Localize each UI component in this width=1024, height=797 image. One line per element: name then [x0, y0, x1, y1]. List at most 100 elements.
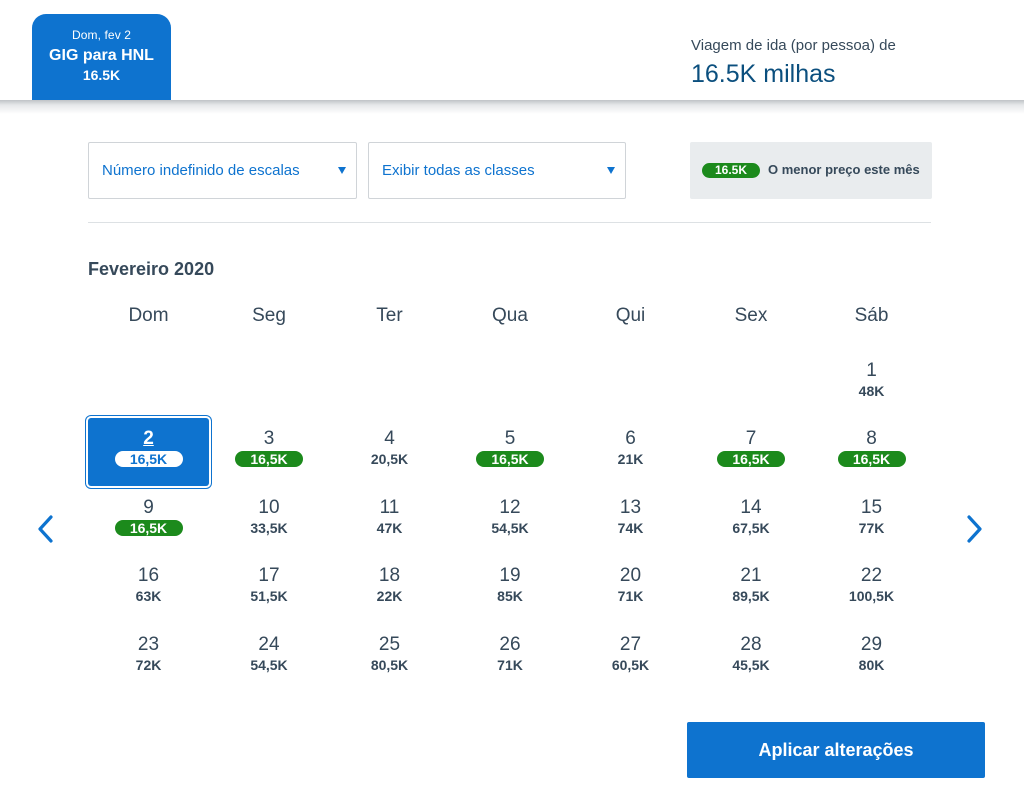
- day-price: 33,5K: [250, 520, 288, 536]
- calendar-day[interactable]: 5 16,5K: [450, 418, 571, 486]
- weekday-label: Qua: [492, 305, 528, 326]
- day-number: 6: [625, 428, 636, 449]
- calendar-day[interactable]: 14 67,5K: [691, 487, 812, 555]
- calendar-day[interactable]: 17 51,5K: [209, 555, 330, 623]
- weekday-label: Seg: [252, 305, 286, 326]
- day-price: 60,5K: [611, 657, 650, 673]
- day-number: 16: [137, 565, 160, 586]
- calendar-day[interactable]: 11 47K: [329, 487, 450, 555]
- day-number: 5: [504, 428, 516, 449]
- fare-value: 16.5K milhas: [691, 60, 836, 88]
- day-price: 72K: [135, 657, 162, 673]
- day-number: 20: [619, 565, 642, 586]
- month-title: Fevereiro 2020: [88, 259, 215, 279]
- header-shadow: [0, 100, 1024, 114]
- weekday-label: Ter: [376, 305, 403, 326]
- day-price: 63K: [135, 588, 162, 604]
- calendar-day[interactable]: 4 20,5K: [329, 418, 450, 486]
- calendar-day[interactable]: 19 85K: [450, 555, 571, 623]
- calendar-day[interactable]: 10 33,5K: [209, 487, 330, 555]
- day-number: 13: [619, 497, 642, 518]
- trip-price: 16.5K: [82, 67, 121, 83]
- day-price-lowest-badge: 16,5K: [837, 451, 906, 467]
- calendar-day[interactable]: 26 71K: [450, 624, 571, 692]
- day-price-lowest-badge: 16,5K: [114, 451, 183, 467]
- chevron-left-icon[interactable]: [35, 513, 57, 545]
- day-number: 7: [745, 428, 757, 449]
- day-number: 25: [378, 634, 401, 655]
- trip-date: Dom, fev 2: [71, 28, 132, 42]
- calendar-day[interactable]: 6 21K: [570, 418, 691, 486]
- calendar-day[interactable]: 1 48K: [811, 350, 932, 418]
- day-number: 3: [263, 428, 275, 449]
- day-price-lowest-badge: 16,5K: [717, 451, 785, 467]
- calendar-day[interactable]: 18 22K: [329, 555, 450, 623]
- day-price: 67,5K: [732, 520, 770, 536]
- caret-down-icon: [338, 167, 346, 174]
- day-price: 77K: [858, 520, 885, 536]
- calendar-day[interactable]: 9 16,5K: [88, 487, 209, 555]
- day-number: 11: [379, 497, 400, 518]
- day-price: 74K: [617, 520, 644, 536]
- calendar-day[interactable]: 8 16,5K: [811, 418, 932, 486]
- calendar-day[interactable]: 12 54,5K: [450, 487, 571, 555]
- day-number: 1: [866, 360, 877, 381]
- day-price-lowest-badge: 16,5K: [476, 451, 544, 467]
- day-price: 85K: [497, 588, 523, 604]
- caret-down-icon: [607, 167, 615, 174]
- day-number: 14: [740, 497, 762, 518]
- calendar-day[interactable]: 21 89,5K: [691, 555, 812, 623]
- calendar-day[interactable]: 23 72K: [88, 624, 209, 692]
- day-price: 80,5K: [370, 657, 409, 673]
- calendar-day[interactable]: 15 77K: [811, 487, 932, 555]
- day-price: 89,5K: [732, 588, 770, 604]
- day-price: 71K: [617, 588, 644, 604]
- day-price-lowest-badge: 16,5K: [235, 451, 303, 467]
- calendar-day[interactable]: 22 100,5K: [811, 555, 932, 623]
- calendar-day[interactable]: 3 16,5K: [209, 418, 330, 486]
- day-number: 15: [860, 497, 883, 518]
- day-number: 21: [740, 565, 762, 586]
- day-price: 20,5K: [370, 451, 409, 467]
- calendar-day[interactable]: 20 71K: [570, 555, 691, 623]
- day-number: 9: [143, 497, 154, 518]
- lowest-price-badge: 16.5K: [702, 163, 760, 178]
- calendar-day[interactable]: 7 16,5K: [691, 418, 812, 486]
- day-price: 45,5K: [732, 657, 770, 673]
- day-number: 12: [499, 497, 521, 518]
- day-price: 47K: [376, 520, 403, 536]
- header: Dom, fev 2 GIG para HNL 16.5K Viagem de …: [0, 0, 1024, 102]
- day-number: 17: [258, 565, 280, 586]
- divider: [88, 222, 931, 223]
- calendar-day[interactable]: 27 60,5K: [570, 624, 691, 692]
- day-price: 51,5K: [250, 588, 288, 604]
- day-number: 8: [866, 428, 877, 449]
- trip-route: GIG para HNL: [49, 47, 154, 64]
- weekday-label: Sex: [734, 305, 768, 326]
- day-number: 23: [137, 634, 160, 655]
- calendar-day[interactable]: 24 54,5K: [209, 624, 330, 692]
- weekday-label: Qui: [615, 305, 646, 326]
- trip-tab[interactable]: Dom, fev 2 GIG para HNL 16.5K: [32, 14, 171, 102]
- stops-dropdown-value: Número indefinido de escalas: [102, 162, 300, 179]
- day-number: 18: [378, 565, 401, 586]
- day-price: 71K: [497, 657, 523, 673]
- calendar-day[interactable]: 25 80,5K: [329, 624, 450, 692]
- calendar-day[interactable]: 29 80K: [811, 624, 932, 692]
- day-number: 22: [860, 565, 883, 586]
- weekday-label: Sáb: [854, 305, 889, 326]
- day-number: 10: [258, 497, 280, 518]
- stops-dropdown[interactable]: Número indefinido de escalas: [88, 142, 357, 199]
- calendar-day-selected[interactable]: 2 16,5K: [88, 418, 209, 486]
- calendar-day[interactable]: 13 74K: [570, 487, 691, 555]
- calendar-day[interactable]: 28 45,5K: [691, 624, 812, 692]
- day-price: 80K: [858, 657, 885, 673]
- day-number: 19: [499, 565, 521, 586]
- classes-dropdown[interactable]: Exibir todas as classes: [368, 142, 626, 199]
- day-price: 54,5K: [491, 520, 529, 536]
- fare-label: Viagem de ida (por pessoa) de: [691, 37, 896, 54]
- apply-changes-button[interactable]: Aplicar alterações: [687, 722, 985, 778]
- chevron-right-icon[interactable]: [963, 513, 985, 545]
- calendar-day[interactable]: 16 63K: [88, 555, 209, 623]
- classes-dropdown-value: Exibir todas as classes: [382, 162, 535, 179]
